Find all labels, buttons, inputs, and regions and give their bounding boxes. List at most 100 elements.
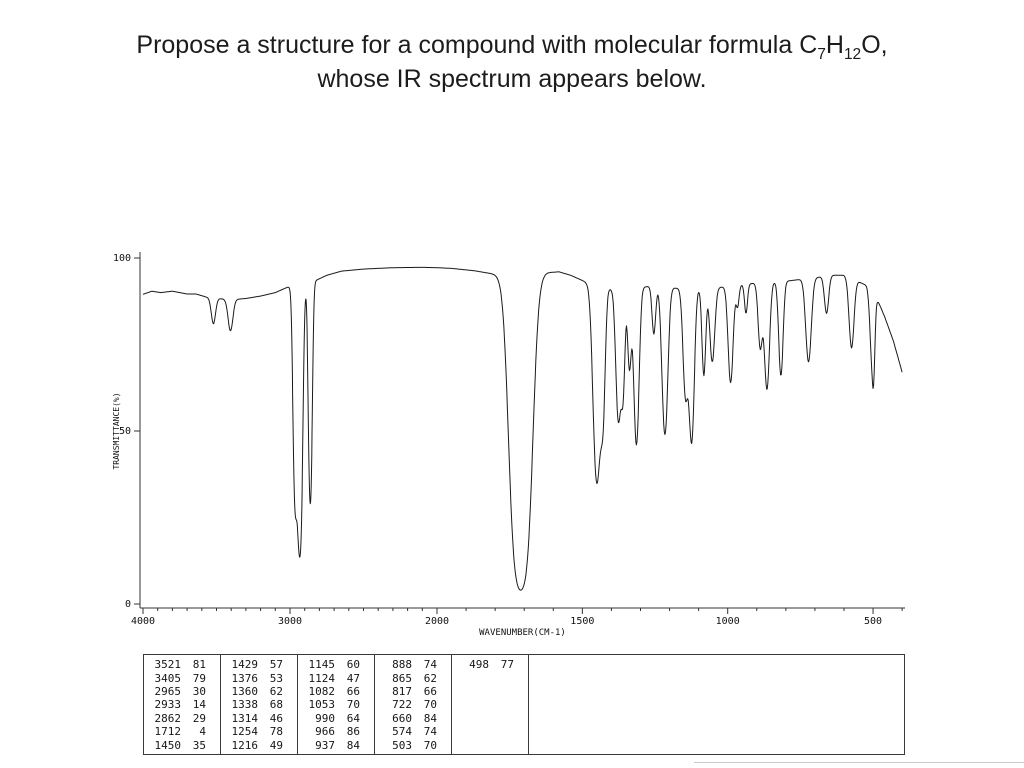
peak-transmittance: 66 [423, 684, 437, 698]
peak-wavenumber: 3521 [154, 658, 182, 672]
peak-table-column: 498 77 [452, 655, 529, 754]
peak-transmittance: 74 [423, 725, 437, 739]
footer-line [694, 762, 1024, 763]
peak-transmittance: 70 [346, 698, 360, 712]
peak-transmittance: 84 [423, 711, 437, 725]
peak-table-row: 3405 79 [153, 671, 220, 685]
peak-table-row: 865 62 [384, 671, 451, 685]
x-tick-label: 500 [864, 616, 882, 627]
peak-table-row: 498 77 [461, 658, 528, 671]
peak-wavenumber: 966 [315, 725, 335, 739]
peak-table-row: 966 86 [307, 725, 374, 738]
peak-table-row: 990 64 [307, 712, 374, 725]
peak-table-row: 722 70 [384, 698, 451, 711]
peak-table-row: 1082 66 [307, 685, 374, 698]
peak-transmittance: 70 [423, 698, 437, 712]
peak-wavenumber: 865 [392, 671, 412, 685]
peak-wavenumber: 1360 [231, 684, 259, 698]
peak-wavenumber: 1145 [308, 658, 336, 672]
peak-wavenumber: 1429 [231, 658, 259, 672]
peak-table-row: 1314 46 [230, 712, 297, 725]
peak-table-row: 2933 14 [153, 698, 220, 711]
peak-table-row: 574 74 [384, 725, 451, 738]
peak-wavenumber: 574 [392, 725, 412, 739]
peak-table-row: 817 66 [384, 685, 451, 698]
peak-table-row: 660 84 [384, 712, 451, 725]
peak-transmittance: 86 [346, 725, 360, 739]
peak-wavenumber: 937 [315, 738, 335, 752]
peak-wavenumber: 3405 [154, 671, 182, 685]
peak-wavenumber: 722 [392, 698, 412, 712]
peak-transmittance: 66 [346, 684, 360, 698]
peak-wavenumber: 1376 [231, 671, 259, 685]
peak-transmittance: 46 [269, 711, 283, 725]
peak-table-row: 2965 30 [153, 685, 220, 698]
y-axis-label: TRANSMITTANCE(%) [112, 392, 121, 469]
peak-table-row: 3521 81 [153, 658, 220, 671]
peak-wavenumber: 1450 [154, 738, 182, 752]
peak-wavenumber: 1053 [308, 698, 336, 712]
spectrum-trace [142, 266, 903, 591]
x-tick-label: 2000 [425, 616, 449, 627]
peak-table: 3521 81 3405 79 2965 30 2933 14 2862 29 1712 4 1450 3… [143, 654, 905, 755]
title-text: Propose a structure for a compound with … [136, 31, 818, 59]
peak-transmittance: 74 [423, 658, 437, 672]
peak-table-row: 1429 57 [230, 658, 297, 671]
x-tick-label: 1500 [570, 616, 594, 627]
peak-transmittance: 62 [269, 684, 283, 698]
slide-title: Propose a structure for a compound with … [0, 28, 1024, 96]
peak-table-row: 1216 49 [230, 738, 297, 752]
peak-table-row: 1338 68 [230, 698, 297, 711]
peak-wavenumber: 817 [392, 684, 412, 698]
peak-transmittance: 64 [346, 711, 360, 725]
peak-transmittance: 79 [192, 671, 206, 685]
peak-wavenumber: 1216 [231, 738, 259, 752]
peak-table-row: 1376 53 [230, 671, 297, 685]
title-text: whose IR spectrum appears below. [317, 65, 707, 93]
x-tick-label: 4000 [131, 616, 155, 627]
peak-transmittance: 57 [269, 658, 283, 672]
peak-transmittance: 60 [346, 658, 360, 672]
peak-wavenumber: 2933 [154, 698, 182, 712]
peak-transmittance: 53 [269, 671, 283, 685]
peak-wavenumber: 1124 [308, 671, 336, 685]
x-tick-label: 3000 [278, 616, 302, 627]
y-tick-label: 0 [125, 599, 131, 610]
peak-wavenumber: 660 [392, 711, 412, 725]
peak-transmittance: 47 [346, 671, 360, 685]
peak-table-row: 1145 60 [307, 658, 374, 671]
x-tick-label: 1000 [716, 616, 740, 627]
formula-subscript: 7 [817, 46, 826, 63]
peak-table-column: 888 74 865 62 817 66 722 70 660 84 574 74 503 70 [375, 655, 452, 754]
peak-table-empty-cell [529, 655, 904, 754]
title-text: H [825, 31, 844, 59]
peak-wavenumber: 498 [469, 658, 489, 672]
peak-table-row: 937 84 [307, 738, 374, 752]
peak-table-column: 1429 57 1376 53 1360 62 1338 68 1314 46 1254 78 1216… [221, 655, 298, 754]
peak-wavenumber: 1254 [231, 725, 259, 739]
title-line-2: whose IR spectrum appears below. [0, 62, 1024, 96]
x-axis-label: WAVENUMBER(CM-1) [479, 628, 566, 638]
formula-subscript: 12 [843, 46, 862, 63]
y-tick-label: 100 [113, 253, 131, 264]
peak-table-row: 1124 47 [307, 671, 374, 685]
title-text: O, [861, 31, 888, 59]
peak-transmittance: 70 [423, 738, 437, 752]
peak-transmittance: 77 [500, 658, 514, 672]
y-tick-label: 50 [119, 426, 131, 437]
peak-transmittance: 68 [269, 698, 283, 712]
peak-transmittance: 49 [269, 738, 283, 752]
peak-wavenumber: 1338 [231, 698, 259, 712]
peak-table-row: 1450 35 [153, 738, 220, 752]
peak-transmittance: 30 [192, 684, 206, 698]
peak-table-column: 3521 81 3405 79 2965 30 2933 14 2862 29 1712 4 1450 3… [144, 655, 221, 754]
peak-wavenumber: 1082 [308, 684, 336, 698]
peak-table-row: 888 74 [384, 658, 451, 671]
peak-table-row: 2862 29 [153, 712, 220, 725]
peak-wavenumber: 2862 [154, 711, 182, 725]
peak-transmittance: 84 [346, 738, 360, 752]
peak-transmittance: 4 [199, 725, 206, 739]
peak-transmittance: 81 [192, 658, 206, 672]
